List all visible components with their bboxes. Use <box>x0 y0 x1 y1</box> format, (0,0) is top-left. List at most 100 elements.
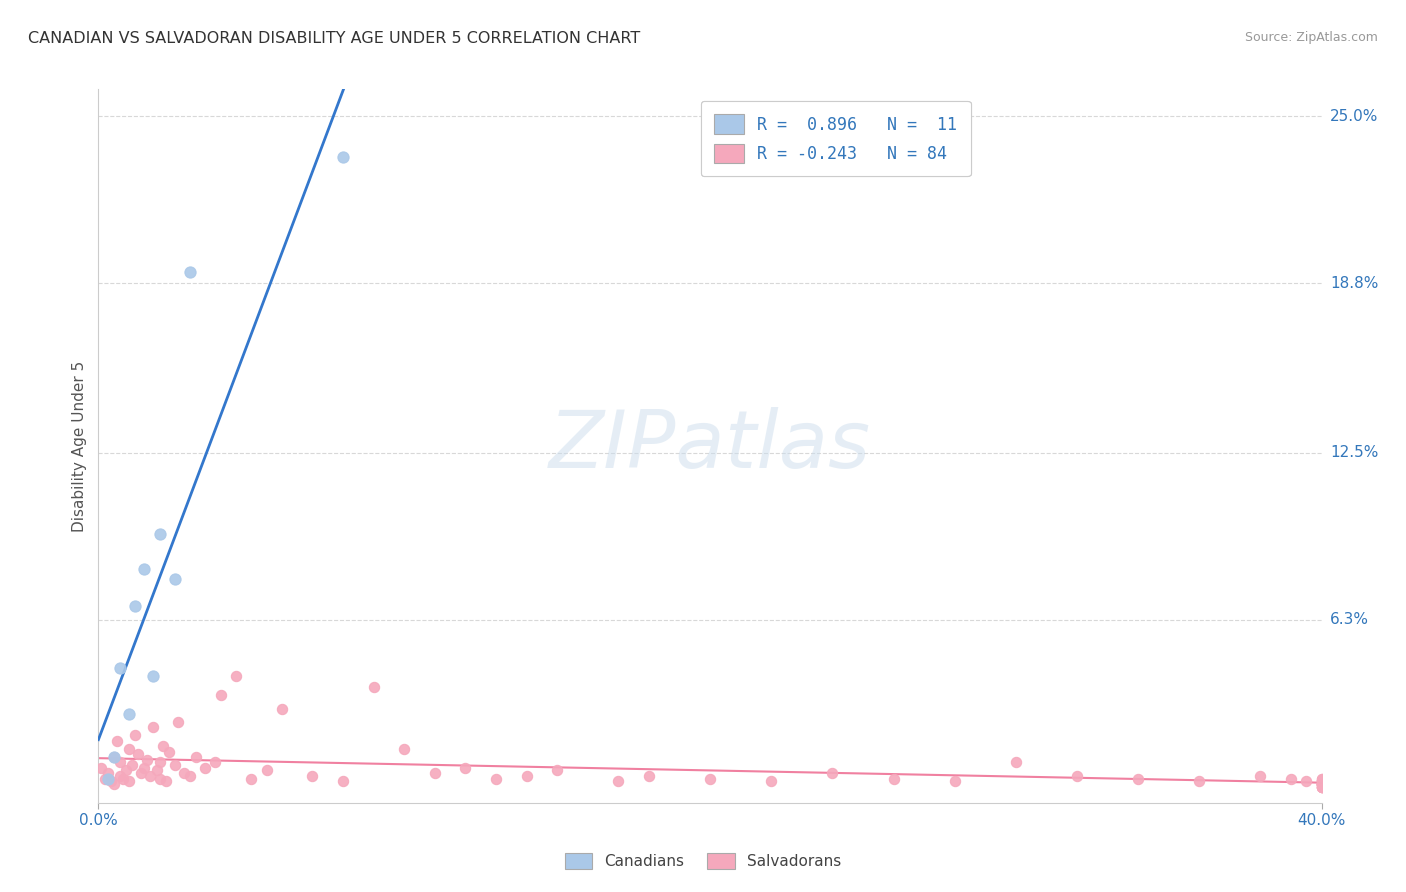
Point <box>1310 774 1333 789</box>
Point <box>163 572 186 586</box>
Point <box>103 750 125 764</box>
Point <box>149 526 172 541</box>
Text: 18.8%: 18.8% <box>1330 276 1378 291</box>
Point <box>103 750 125 764</box>
Point <box>1310 777 1333 791</box>
Point <box>1310 777 1333 791</box>
Point <box>1310 772 1333 786</box>
Point <box>93 772 115 786</box>
Point <box>97 766 120 780</box>
Point <box>485 772 508 786</box>
Point <box>127 747 149 762</box>
Point <box>1310 772 1333 786</box>
Point <box>134 561 156 575</box>
Point <box>761 774 783 789</box>
Point <box>121 758 143 772</box>
Point <box>1310 777 1333 791</box>
Point <box>1310 780 1333 794</box>
Legend: Canadians, Salvadorans: Canadians, Salvadorans <box>558 847 848 875</box>
Point <box>1310 777 1333 791</box>
Point <box>108 661 131 675</box>
Point <box>111 772 134 786</box>
Point <box>637 769 661 783</box>
Point <box>301 769 323 783</box>
Point <box>209 688 232 702</box>
Point <box>136 753 159 767</box>
Point <box>115 764 138 778</box>
Point <box>129 766 152 780</box>
Point <box>179 769 201 783</box>
Point <box>1310 777 1333 791</box>
Point <box>194 761 217 775</box>
Point <box>1310 774 1333 789</box>
Point <box>1250 769 1272 783</box>
Point <box>423 766 446 780</box>
Point <box>1310 774 1333 789</box>
Point <box>1128 772 1150 786</box>
Point <box>118 706 141 721</box>
Point <box>454 761 477 775</box>
Legend: R =  0.896   N =  11, R = -0.243   N = 84: R = 0.896 N = 11, R = -0.243 N = 84 <box>700 101 970 177</box>
Point <box>1295 774 1317 789</box>
Point <box>124 599 146 614</box>
Text: CANADIAN VS SALVADORAN DISABILITY AGE UNDER 5 CORRELATION CHART: CANADIAN VS SALVADORAN DISABILITY AGE UN… <box>28 31 640 46</box>
Point <box>173 766 195 780</box>
Point <box>108 769 131 783</box>
Point <box>179 265 201 279</box>
Point <box>105 734 128 748</box>
Point <box>145 764 167 778</box>
Point <box>1188 774 1211 789</box>
Point <box>1310 777 1333 791</box>
Point <box>108 756 131 770</box>
Point <box>1310 780 1333 794</box>
Point <box>516 769 538 783</box>
Point <box>118 774 141 789</box>
Point <box>204 756 226 770</box>
Point <box>1310 780 1333 794</box>
Text: Source: ZipAtlas.com: Source: ZipAtlas.com <box>1244 31 1378 45</box>
Point <box>225 669 247 683</box>
Point <box>332 774 354 789</box>
Point <box>139 769 162 783</box>
Point <box>163 758 186 772</box>
Point <box>97 772 120 786</box>
Point <box>100 774 122 789</box>
Point <box>1279 772 1302 786</box>
Point <box>142 720 165 734</box>
Point <box>1310 777 1333 791</box>
Point <box>152 739 174 754</box>
Point <box>1310 777 1333 791</box>
Point <box>167 714 190 729</box>
Text: 6.3%: 6.3% <box>1330 612 1369 627</box>
Point <box>1310 777 1333 791</box>
Point <box>1310 777 1333 791</box>
Point <box>124 729 146 743</box>
Y-axis label: Disability Age Under 5: Disability Age Under 5 <box>72 360 87 532</box>
Point <box>699 772 721 786</box>
Point <box>1310 774 1333 789</box>
Point <box>240 772 263 786</box>
Point <box>607 774 630 789</box>
Point <box>142 669 165 683</box>
Point <box>186 750 208 764</box>
Point <box>134 761 156 775</box>
Point <box>821 766 844 780</box>
Point <box>332 149 354 163</box>
Point <box>118 742 141 756</box>
Point <box>157 745 180 759</box>
Point <box>1310 780 1333 794</box>
Point <box>270 701 294 715</box>
Point <box>149 772 172 786</box>
Point <box>1066 769 1088 783</box>
Point <box>149 756 172 770</box>
Point <box>103 777 125 791</box>
Point <box>256 764 278 778</box>
Text: ZIPatlas: ZIPatlas <box>548 407 872 485</box>
Point <box>546 764 568 778</box>
Point <box>1310 774 1333 789</box>
Point <box>1004 756 1026 770</box>
Point <box>1310 780 1333 794</box>
Point <box>392 742 416 756</box>
Point <box>363 680 385 694</box>
Point <box>943 774 966 789</box>
